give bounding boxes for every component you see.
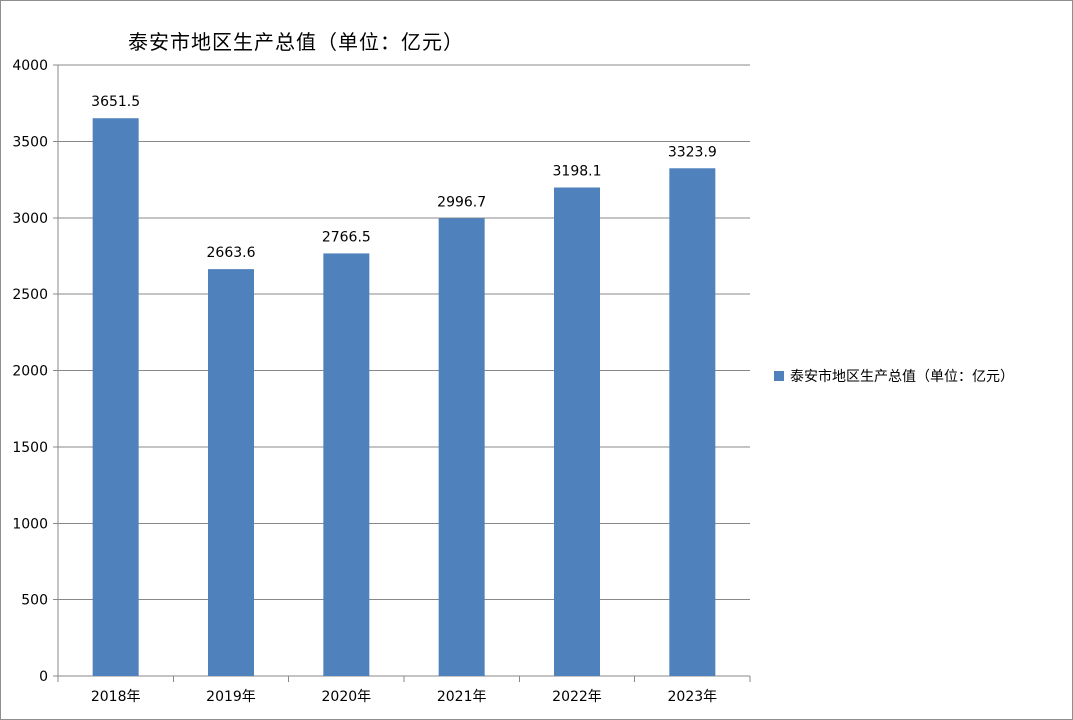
legend-swatch bbox=[774, 371, 784, 381]
y-tick-label: 3500 bbox=[12, 134, 48, 150]
chart-title: 泰安市地区生产总值（单位：亿元） bbox=[128, 30, 464, 54]
y-tick-label: 500 bbox=[21, 593, 48, 609]
legend: 泰安市地区生产总值（单位：亿元） bbox=[774, 366, 1014, 386]
bar bbox=[323, 253, 370, 677]
y-tick-label: 0 bbox=[39, 669, 48, 685]
x-tick-label: 2021年 bbox=[437, 689, 487, 705]
data-label: 3651.5 bbox=[91, 94, 140, 110]
y-tick-label: 2500 bbox=[12, 287, 48, 303]
data-label: 2663.6 bbox=[207, 245, 256, 261]
y-tick-label: 1000 bbox=[12, 516, 48, 532]
bar bbox=[669, 168, 716, 676]
data-label: 3323.9 bbox=[668, 144, 717, 160]
x-tick-label: 2018年 bbox=[91, 689, 141, 705]
bar bbox=[92, 118, 139, 676]
data-label: 3198.1 bbox=[553, 163, 602, 179]
y-tick-label: 3000 bbox=[12, 211, 48, 227]
x-tick-label: 2019年 bbox=[206, 689, 256, 705]
bar bbox=[554, 187, 600, 676]
y-tick-label: 1500 bbox=[12, 440, 48, 456]
y-tick-label: 2000 bbox=[12, 364, 48, 380]
bar bbox=[208, 269, 254, 676]
y-tick-label: 4000 bbox=[12, 58, 48, 74]
x-tick-label: 2020年 bbox=[322, 689, 372, 705]
bar bbox=[438, 218, 485, 676]
data-label: 2996.7 bbox=[437, 194, 486, 210]
x-tick-label: 2023年 bbox=[668, 689, 718, 705]
data-label: 2766.5 bbox=[322, 229, 371, 245]
legend-label: 泰安市地区生产总值（单位：亿元） bbox=[790, 369, 1014, 385]
x-tick-label: 2022年 bbox=[552, 689, 602, 705]
